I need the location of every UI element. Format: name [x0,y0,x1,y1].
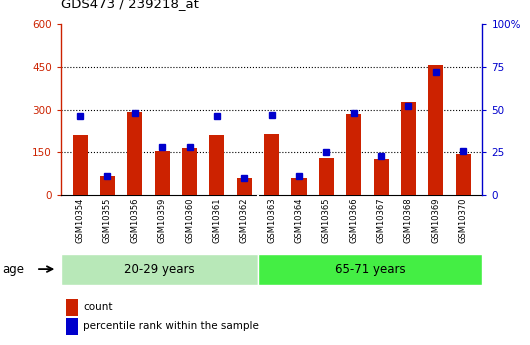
Bar [209,135,224,195]
Text: count: count [83,303,113,312]
Text: GSM10363: GSM10363 [267,198,276,244]
Text: GSM10370: GSM10370 [458,198,467,243]
Text: GSM10365: GSM10365 [322,198,331,243]
Text: GSM10366: GSM10366 [349,198,358,244]
Text: GSM10361: GSM10361 [213,198,222,243]
Bar [264,134,279,195]
Bar [155,151,170,195]
Bar [127,112,143,195]
Bar [237,178,252,195]
Text: 65-71 years: 65-71 years [335,263,405,276]
Text: GSM10355: GSM10355 [103,198,112,243]
Bar [428,66,443,195]
Bar [374,159,388,195]
Text: percentile rank within the sample: percentile rank within the sample [83,322,259,331]
Text: age: age [3,263,25,276]
Text: GSM10354: GSM10354 [76,198,85,243]
Bar [292,178,306,195]
Bar [319,158,334,195]
Text: GSM10369: GSM10369 [431,198,440,243]
Text: GSM10359: GSM10359 [158,198,166,243]
Bar [61,254,258,285]
Bar [401,102,416,195]
Bar [182,148,197,195]
Text: GSM10360: GSM10360 [185,198,194,243]
Text: GSM10368: GSM10368 [404,198,413,244]
Bar [100,176,115,195]
Text: GSM10356: GSM10356 [130,198,139,243]
Bar [66,318,78,335]
Text: GSM10362: GSM10362 [240,198,249,243]
Text: GDS473 / 239218_at: GDS473 / 239218_at [61,0,199,10]
Bar [258,254,482,285]
Bar [456,154,471,195]
Bar [73,135,87,195]
Text: GSM10364: GSM10364 [295,198,304,243]
Bar [346,114,361,195]
Bar [66,299,78,316]
Text: GSM10367: GSM10367 [377,198,385,244]
Text: 20-29 years: 20-29 years [124,263,195,276]
